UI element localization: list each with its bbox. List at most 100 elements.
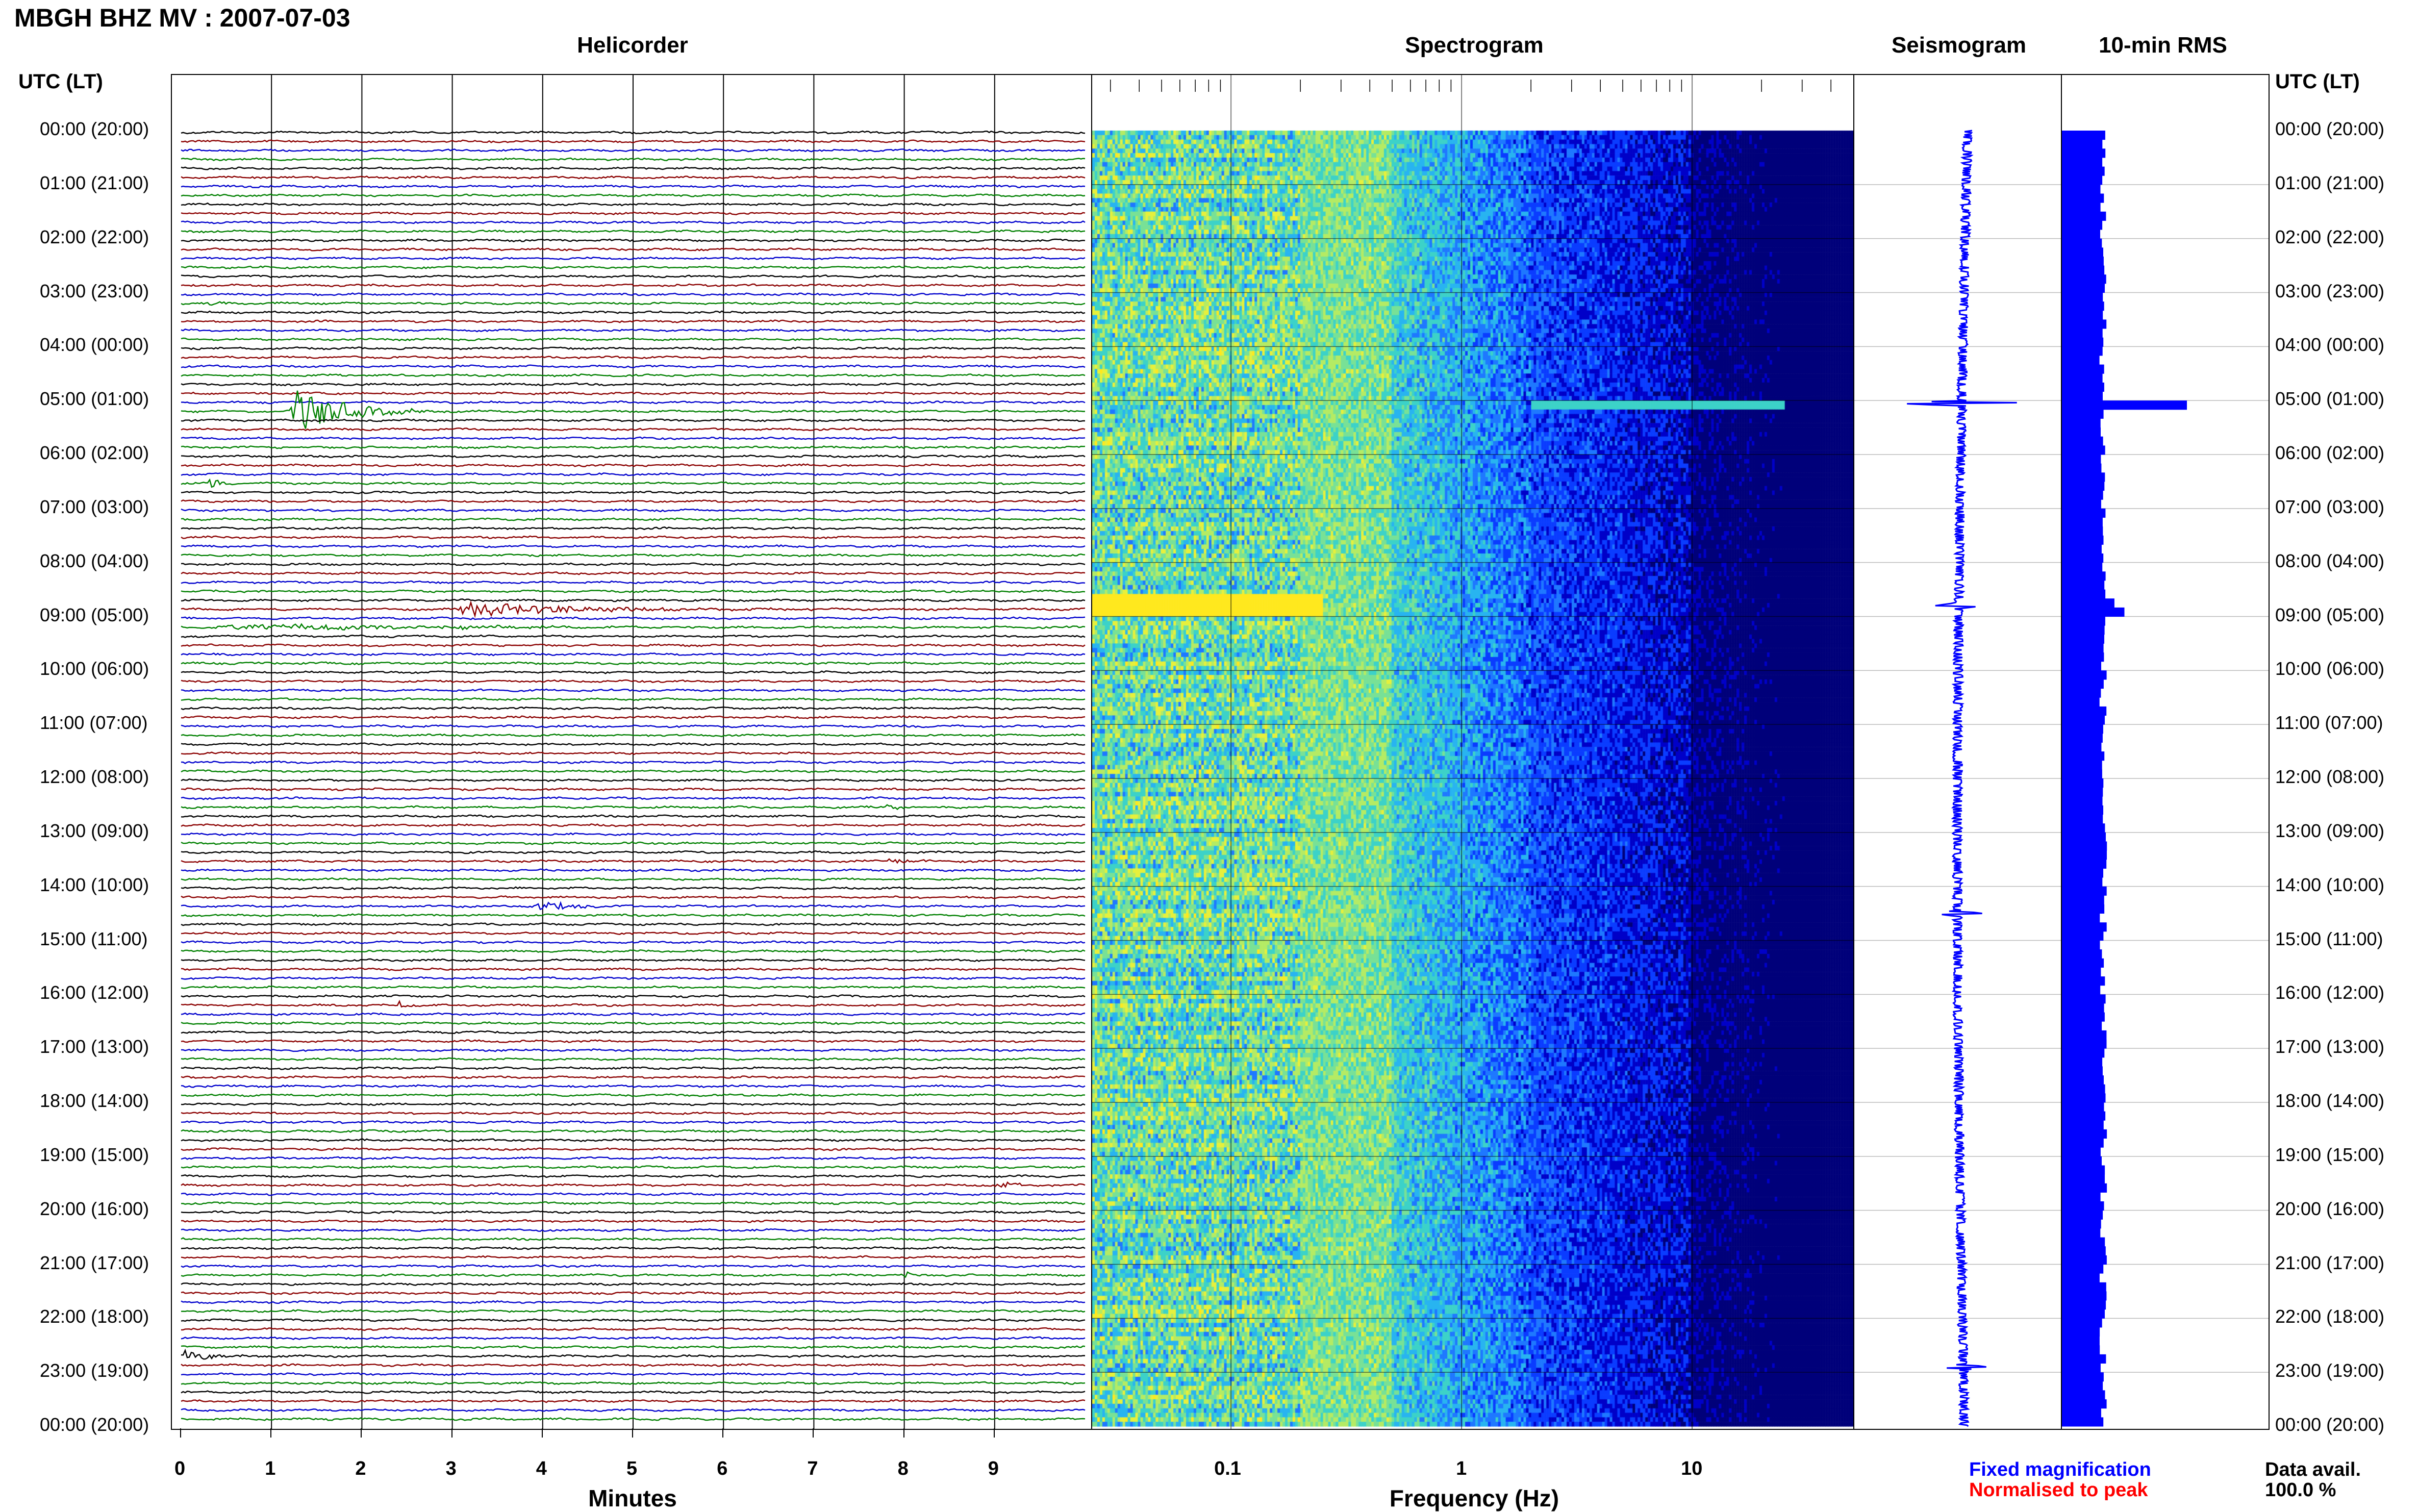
time-label-left: 07:00 (03:00) xyxy=(40,496,149,517)
rms-bar xyxy=(2062,1048,2105,1058)
rms-bar xyxy=(2062,940,2100,950)
helicorder-trace xyxy=(181,778,1086,783)
rms-bar xyxy=(2062,310,2103,320)
rms-bar xyxy=(2062,868,2103,878)
helicorder-trace xyxy=(181,256,1086,261)
helicorder-trace xyxy=(181,1181,1086,1188)
helicorder-trace xyxy=(181,1264,1086,1268)
rms-bar xyxy=(2062,193,2104,203)
helicorder-trace xyxy=(181,193,1086,197)
minute-tick-mark xyxy=(903,1428,904,1438)
helicorder-trace xyxy=(181,478,1085,488)
helicorder-trace xyxy=(181,850,1086,854)
time-label-left: 17:00 (13:00) xyxy=(40,1036,149,1057)
rms-bar xyxy=(2062,1201,2104,1211)
helicorder-trace xyxy=(181,427,1086,432)
helicorder-trace xyxy=(181,1219,1086,1223)
minute-tick-label: 2 xyxy=(355,1458,366,1479)
spectrogram-panel xyxy=(1091,74,1854,1430)
helicorder-trace xyxy=(181,841,1086,845)
rms-bar xyxy=(2062,787,2103,797)
helicorder-trace xyxy=(181,1246,1086,1250)
helicorder-trace xyxy=(181,454,1086,459)
helicorder-trace xyxy=(181,999,1086,1008)
rms-bar xyxy=(2062,1309,2105,1319)
helicorder-trace xyxy=(181,1111,1086,1115)
rms-title: 10-min RMS xyxy=(2099,33,2227,58)
rms-bar xyxy=(2062,364,2104,374)
time-label-right: 01:00 (21:00) xyxy=(2275,172,2385,193)
helicorder-trace xyxy=(181,139,1086,143)
rms-bar xyxy=(2062,1318,2102,1328)
rms-bar xyxy=(2062,895,2104,905)
time-label-right: 10:00 (06:00) xyxy=(2275,658,2385,679)
helicorder-trace xyxy=(181,715,1086,719)
helicorder-trace xyxy=(181,211,1086,216)
rms-bar xyxy=(2062,499,2101,509)
rms-bar xyxy=(2062,481,2105,491)
rms-bar xyxy=(2062,1174,2105,1184)
helicorder-trace xyxy=(181,769,1086,773)
time-label-left: 15:00 (11:00) xyxy=(40,928,148,949)
rms-bar xyxy=(2062,346,2103,356)
rms-bar xyxy=(2062,211,2106,221)
rms-bar xyxy=(2062,329,2103,338)
rms-bar xyxy=(2062,203,2101,212)
rms-bar xyxy=(2062,1003,2104,1013)
minute-tick-label: 0 xyxy=(174,1458,186,1479)
helicorder-trace xyxy=(181,724,1086,728)
rms-bar xyxy=(2062,265,2105,275)
helicorder-trace xyxy=(181,544,1086,548)
rms-bar xyxy=(2062,1075,2104,1085)
station-title: MBGH BHZ MV : 2007-07-03 xyxy=(14,4,350,32)
rms-bar xyxy=(2062,724,2103,734)
helicorder-trace xyxy=(181,238,1086,242)
rms-bar xyxy=(2062,1138,2104,1148)
rms-bar xyxy=(2062,589,2106,599)
spectrogram-axes xyxy=(1092,75,1853,1429)
helicorder-trace xyxy=(181,274,1086,279)
rms-bar xyxy=(2062,823,2105,833)
rms-bar xyxy=(2062,634,2104,644)
rms-bar xyxy=(2062,832,2106,842)
rms-bar xyxy=(2062,1210,2103,1220)
helicorder-trace xyxy=(181,877,1086,881)
rms-bar xyxy=(2062,301,2104,311)
rms-bar xyxy=(2062,976,2105,986)
time-label-right: 06:00 (02:00) xyxy=(2275,442,2385,463)
rms-bar xyxy=(2062,679,2104,689)
helicorder-trace xyxy=(181,1237,1086,1241)
helicorder-trace xyxy=(181,733,1086,738)
data-avail-label: Data avail. xyxy=(2265,1459,2361,1480)
time-label-right: 20:00 (16:00) xyxy=(2275,1198,2385,1219)
rms-bar xyxy=(2062,769,2102,779)
minute-tick-label: 6 xyxy=(717,1458,728,1479)
rms-bar xyxy=(2062,1057,2103,1067)
helicorder-trace xyxy=(181,589,1086,593)
utc-label-right: UTC (LT) xyxy=(2275,70,2360,93)
helicorder-plot xyxy=(181,75,1086,1429)
time-label-right: 04:00 (00:00) xyxy=(2275,334,2385,356)
time-label-right: 03:00 (23:00) xyxy=(2275,280,2385,301)
helicorder-trace xyxy=(181,472,1086,476)
helicorder-trace xyxy=(181,1282,1086,1287)
rms-bar xyxy=(2062,661,2101,671)
helicorder-trace xyxy=(181,1030,1086,1035)
time-label-right: 14:00 (10:00) xyxy=(2275,874,2385,895)
helicorder-trace xyxy=(181,265,1086,269)
helicorder-trace xyxy=(181,382,1086,387)
helicorder-trace xyxy=(181,1291,1086,1295)
time-label-right: 11:00 (07:00) xyxy=(2275,712,2383,734)
rms-bar xyxy=(2062,562,2103,572)
helicorder-trace xyxy=(181,796,1086,800)
helicorder-trace xyxy=(181,337,1086,341)
rms-bar xyxy=(2062,157,2103,167)
rms-bar xyxy=(2062,256,2104,266)
time-label-left: 16:00 (12:00) xyxy=(40,982,149,1003)
rms-bar xyxy=(2062,1228,2101,1238)
minutes-axis-title: Minutes xyxy=(588,1485,677,1511)
rms-bar xyxy=(2062,814,2103,824)
rms-bar xyxy=(2062,409,2104,419)
rms-bar xyxy=(2062,1093,2106,1103)
rms-bar xyxy=(2062,904,2105,914)
